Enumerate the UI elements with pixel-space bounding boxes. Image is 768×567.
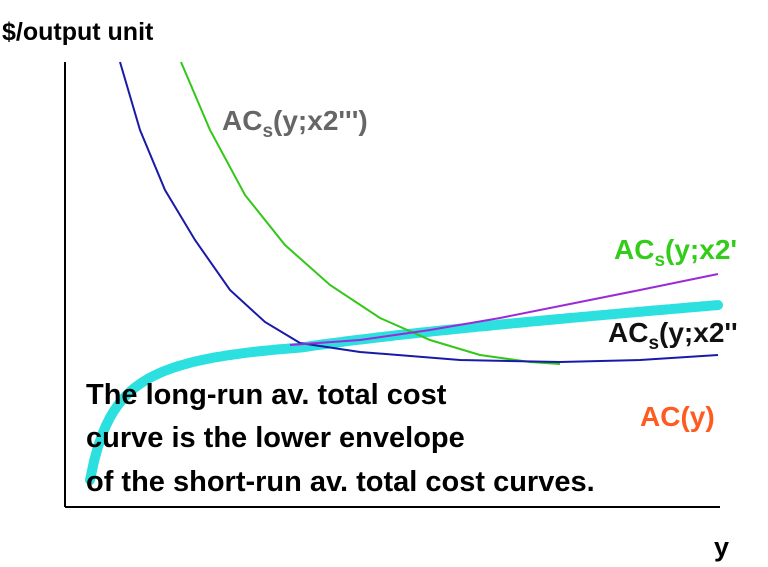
annotation-line-1: The long-run av. total cost	[86, 379, 447, 411]
series-label-x2-double-prime: ACs(y;x2''	[608, 317, 738, 354]
annotation-line-2: curve is the lower envelope	[86, 422, 465, 454]
short-run-ac-curve-x2-prime	[289, 273, 719, 346]
y-axis-label: $/output unit	[2, 18, 154, 46]
series-label-x2-triple-prime: ACs(y;x2''')	[222, 105, 368, 142]
short-run-ac-curve-x2-triple-prime	[180, 61, 561, 365]
annotation-line-3: of the short-run av. total cost curves.	[86, 466, 595, 498]
short-run-ac-curve-x2-double-prime	[119, 61, 719, 364]
x-axis-label: y	[714, 532, 729, 562]
series-label-x2-prime: ACs(y;x2'	[614, 234, 737, 271]
series-label-long-run: AC(y)	[640, 401, 715, 432]
